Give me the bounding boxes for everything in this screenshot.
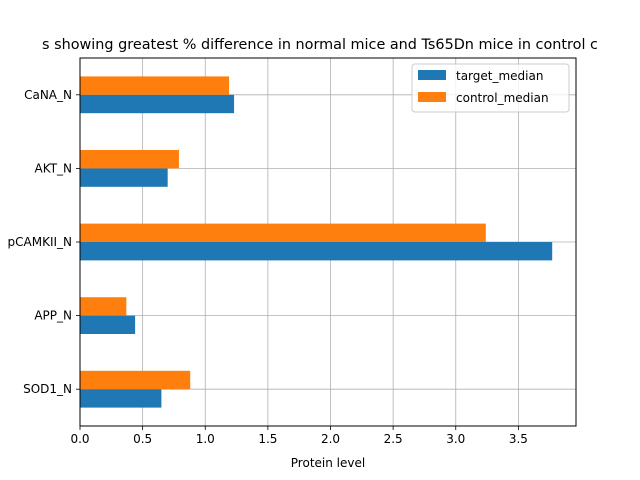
legend-label-control-median: control_median [456,91,549,105]
x-tick-label: 1.5 [258,432,277,446]
x-tick-label: 2.5 [384,432,403,446]
legend-frame [411,63,570,113]
bar-control-median-app-n [80,297,127,316]
x-tick-label: 3.0 [446,432,465,446]
bar-control-median-pcamkii-n [80,223,486,242]
bar-target-median-sod1-n [80,389,162,408]
axis-ticks: 0.0 0.5 1.0 1.5 2.0 2.5 3.0 3.5 SOD1_N APP_N pCAMK… [8,88,528,446]
bar-target-median-app-n [80,315,136,334]
y-tick-label-sod1-n: SOD1_N [23,382,72,396]
bar-control-median-sod1-n [80,370,191,390]
x-axis-label: Protein level [291,456,365,470]
y-tick-label-cana-n: CaNA_N [24,88,72,102]
x-tick-label: 0.0 [70,432,89,446]
x-tick-label: 2.0 [321,432,340,446]
y-tick-label-akt-n: AKT_N [35,161,72,175]
bar-target-median-pcamkii-n [80,242,553,261]
legend-swatch-control-median [418,92,446,102]
bars [80,76,553,408]
y-tick-label-app-n: APP_N [34,309,72,323]
bar-control-median-cana-n [80,76,230,95]
legend-label-target-median: target_median [456,69,543,83]
legend-swatch-target-median [418,70,446,80]
bar-target-median-akt-n [80,168,168,187]
x-tick-label: 1.0 [196,432,215,446]
y-tick-label-pcamkii-n: pCAMKII_N [8,235,72,249]
bar-target-median-cana-n [80,94,235,114]
x-tick-label: 0.5 [133,432,152,446]
x-tick-label: 3.5 [509,432,528,446]
chart-title: s showing greatest % difference in norma… [42,37,598,53]
bar-control-median-akt-n [80,150,179,169]
legend: target_median control_median [411,63,570,113]
